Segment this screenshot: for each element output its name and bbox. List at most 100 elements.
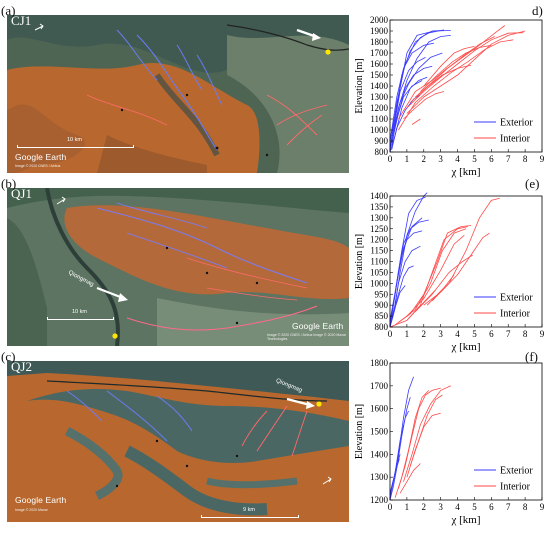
scale-bar — [47, 317, 114, 320]
y-tick-label: 1050 — [370, 267, 389, 277]
x-tick-label: 9 — [540, 329, 545, 339]
series-line-interior-4 — [415, 254, 474, 312]
series-line-exterior-1 — [389, 397, 411, 501]
y-tick-label: 1100 — [370, 114, 388, 124]
series-line-exterior-4 — [389, 454, 401, 494]
legend-label-interior: Interior — [500, 134, 531, 145]
legend-label-exterior: Exterior — [500, 466, 533, 477]
map-panel-b: QJ1 Qiongmag Google Earth 10 km Image © … — [7, 188, 349, 346]
x-tick-label: 5 — [472, 329, 477, 339]
y-tick-label: 1200 — [370, 103, 389, 113]
series-line-interior-7 — [431, 197, 500, 302]
x-tick-label: 8 — [523, 154, 528, 164]
y-tick-label: 1300 — [370, 92, 389, 102]
scale-bar — [17, 145, 134, 148]
scale-bar-label: 9 km — [243, 507, 255, 513]
y-axis-label: Elevation [m] — [354, 234, 365, 289]
y-tick-label: 1700 — [370, 381, 389, 391]
x-tick-label: 8 — [523, 329, 528, 339]
x-tick-label: 8 — [523, 502, 528, 512]
series-line-exterior-8 — [389, 80, 423, 147]
series-line-interior-5 — [409, 394, 443, 466]
x-tick-label: 6 — [489, 502, 494, 512]
legend-label-interior: Interior — [500, 309, 531, 320]
panel-label-c: (c) — [1, 349, 16, 364]
x-tick-label: 0 — [388, 502, 393, 512]
google-earth-logo: Google Earth — [15, 495, 67, 505]
series-line-interior-3 — [406, 412, 441, 478]
x-tick-label: 1 — [405, 502, 410, 512]
y-tick-label: 1350 — [370, 202, 389, 212]
x-tick-label: 2 — [422, 154, 427, 164]
series-line-interior-5 — [410, 64, 472, 103]
y-tick-label: 1800 — [370, 37, 389, 47]
map-panel-a: CJ1 Google Earth 10 km Image © 2020 CNES… — [7, 15, 349, 173]
x-tick-label: 2 — [422, 329, 427, 339]
x-tick-label: 4 — [455, 154, 460, 164]
panel-label-d: d) — [532, 3, 543, 18]
y-tick-label: 1150 — [370, 246, 388, 256]
x-tick-label: 6 — [489, 154, 494, 164]
series-line-interior-8 — [423, 46, 475, 87]
x-tick-label: 7 — [506, 502, 511, 512]
series-line-interior-1 — [398, 387, 441, 489]
series-line-interior-1 — [398, 39, 514, 131]
x-tick-label: 2 — [422, 502, 427, 512]
panel-label-a: (a) — [1, 3, 16, 18]
y-tick-label: 800 — [375, 322, 389, 332]
legend-label-exterior: Exterior — [500, 293, 533, 304]
chart-f: 0 1 2 3 4 5 6 7 8 9 1200 1300 1400 1500 1600 1700 1800 χ … — [354, 358, 545, 526]
panel-label-f: (f) — [525, 349, 538, 364]
image-credit: Image © 2020 Maxar — [15, 508, 48, 512]
y-tick-label: 800 — [375, 147, 389, 157]
x-axis-label: χ [km] — [450, 514, 480, 526]
y-tick-label: 1400 — [370, 191, 389, 201]
x-tick-label: 5 — [472, 154, 477, 164]
x-axis-label: χ [km] — [450, 166, 480, 178]
satellite-image-c — [7, 361, 349, 522]
series-line-exterior-5 — [389, 196, 426, 321]
series-line-exterior-10 — [389, 30, 451, 142]
y-tick-label: 1100 — [370, 257, 388, 267]
y-tick-label: 1900 — [370, 26, 389, 36]
series-line-exterior-6 — [389, 285, 406, 328]
y-tick-label: 1700 — [370, 48, 389, 58]
x-tick-label: 7 — [506, 154, 511, 164]
y-tick-label: 1000 — [370, 278, 389, 288]
x-tick-label: 1 — [405, 154, 410, 164]
series-line-exterior-7 — [391, 217, 423, 317]
y-tick-label: 1600 — [370, 404, 389, 414]
y-tick-label: 1500 — [370, 427, 389, 437]
scale-bar — [201, 515, 299, 518]
y-tick-label: 1300 — [370, 472, 389, 482]
series-line-interior-6 — [403, 91, 445, 120]
y-tick-label: 1400 — [370, 81, 389, 91]
chart-d: 0 1 2 3 4 5 6 7 8 9 800900100011001200130014001500… — [354, 15, 545, 178]
x-tick-label: 9 — [540, 502, 545, 512]
panel-label-e: (e) — [525, 176, 540, 191]
x-tick-label: 9 — [540, 154, 545, 164]
x-tick-label: 1 — [405, 329, 410, 339]
series-line-interior-9 — [411, 118, 421, 125]
y-axis-label: Elevation [m] — [354, 404, 365, 459]
image-credit: Image © 2020 CNES / Airbus Image © 2020 … — [267, 333, 347, 341]
series-line-exterior-3 — [389, 42, 434, 142]
y-tick-label: 2000 — [370, 15, 389, 25]
series-line-interior-1 — [394, 225, 472, 326]
series-line-exterior-4 — [389, 265, 414, 325]
x-tick-label: 3 — [438, 154, 443, 164]
y-tick-label: 1000 — [370, 125, 389, 135]
google-earth-logo: Google Earth — [292, 321, 344, 331]
series-line-exterior-7 — [393, 52, 443, 131]
series-line-interior-4 — [399, 463, 421, 494]
series-line-interior-2 — [406, 30, 526, 114]
plot-frame — [389, 195, 543, 328]
chart-e: 0 1 2 3 4 5 6 7 8 9800850900950100010501100115012… — [354, 191, 545, 353]
x-tick-label: 3 — [438, 329, 443, 339]
google-earth-logo: Google Earth — [15, 152, 67, 162]
series-line-exterior-1 — [389, 219, 429, 328]
y-tick-label: 1800 — [370, 358, 389, 368]
series-line-interior-2 — [403, 385, 451, 482]
y-tick-label: 1200 — [370, 495, 389, 505]
series-line-exterior-0 — [389, 30, 441, 150]
